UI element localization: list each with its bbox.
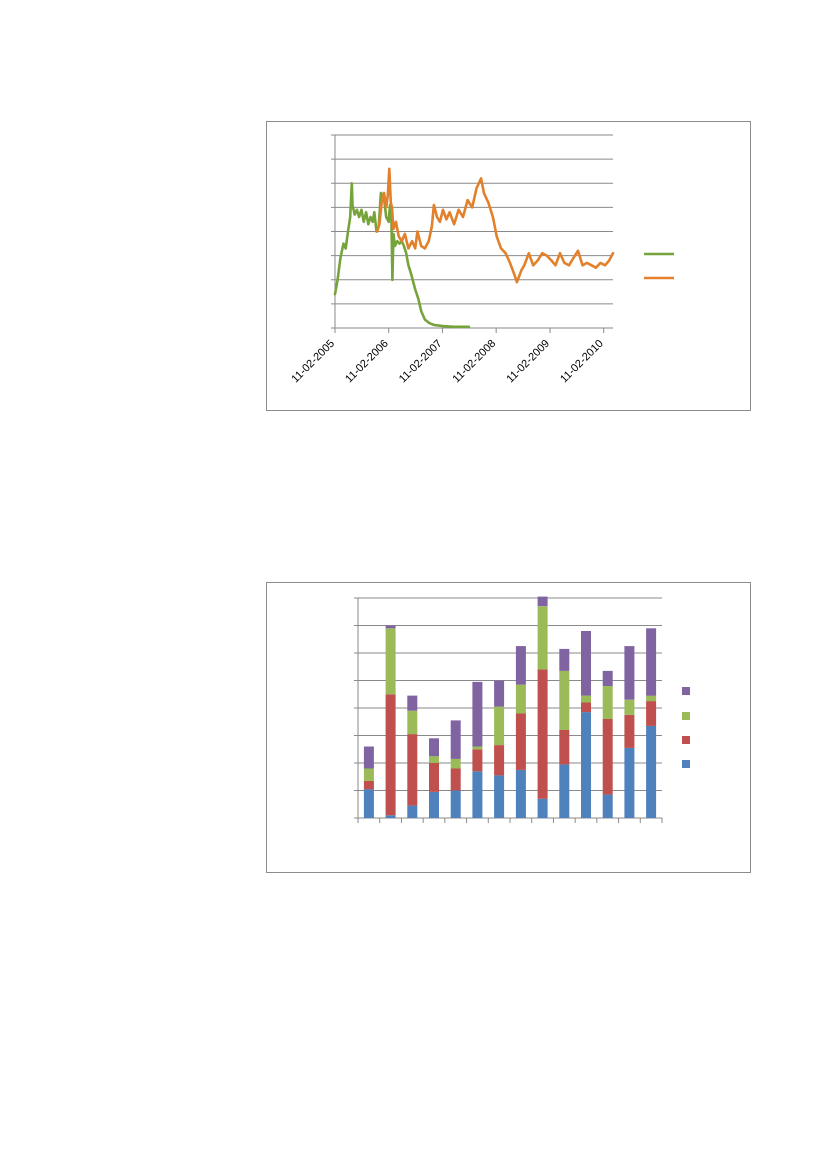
bar-segment-s4-c9 xyxy=(537,596,548,607)
bar-segment-s2-c5 xyxy=(450,768,461,791)
bar-segment-s4-c13 xyxy=(624,646,635,700)
line-chart: 11-02-2005 11-02-2006 11-02-2007 11-02-2008… xyxy=(289,134,674,386)
bar-segment-s4-c8 xyxy=(515,646,526,685)
bar-segment-s2-c4 xyxy=(429,763,439,792)
bar-segment-s1-c1 xyxy=(363,789,374,818)
x-tick-label: 11-02-2010 xyxy=(558,338,606,386)
bar-segment-s3-c9 xyxy=(537,606,548,670)
bar-segment-s2-c11 xyxy=(581,702,591,713)
bar-segment-s4-c12 xyxy=(602,670,613,686)
x-tick-label: 11-02-2006 xyxy=(343,338,391,386)
bar-segment-s1-c14 xyxy=(646,725,657,818)
bar-segment-s1-c4 xyxy=(429,791,439,818)
bar-segment-s2-c2 xyxy=(385,694,396,816)
stacked-bar-chart xyxy=(354,596,690,823)
bar-segment-s1-c13 xyxy=(624,747,635,818)
bar-segment-s1-c9 xyxy=(537,798,548,819)
x-tick-label: 11-02-2007 xyxy=(397,338,445,386)
series-line-1 xyxy=(333,181,471,329)
bar-segment-s2-c10 xyxy=(559,730,570,765)
bar-segment-s2-c7 xyxy=(494,745,505,776)
bar-segment-s4-c11 xyxy=(581,631,591,696)
bar-segment-s3-c7 xyxy=(494,706,505,746)
bar-segment-s4-c4 xyxy=(429,738,439,757)
bar-segment-s3-c2 xyxy=(385,628,396,695)
bar-segment-s2-c1 xyxy=(363,780,374,790)
bar-segment-s2-c3 xyxy=(407,734,418,806)
bar-segment-s3-c13 xyxy=(624,699,635,715)
bar-segment-s1-c12 xyxy=(602,794,613,818)
bar-segment-s3-c8 xyxy=(515,684,526,714)
bar-segment-s1-c8 xyxy=(515,769,526,818)
bar-segment-s2-c14 xyxy=(646,701,657,726)
bar-segment-s3-c5 xyxy=(450,758,461,769)
bar-segment-s1-c10 xyxy=(559,764,570,818)
bar-segment-s4-c6 xyxy=(472,681,483,747)
grid xyxy=(335,134,613,305)
bar-segment-s1-c11 xyxy=(581,712,591,818)
x-tick-label: 11-02-2005 xyxy=(289,338,337,386)
legend-swatch-4 xyxy=(682,687,690,695)
bar-segment-s4-c2 xyxy=(385,625,396,629)
legend-swatch-3 xyxy=(682,712,690,720)
bar-segment-s3-c3 xyxy=(407,710,418,735)
bar-segment-s3-c10 xyxy=(559,670,570,730)
bar-segment-s1-c7 xyxy=(494,775,505,818)
bar-segment-s4-c5 xyxy=(450,720,461,759)
bar-segment-s2-c9 xyxy=(537,669,548,799)
bar-segment-s3-c1 xyxy=(363,768,374,781)
bar-segment-s3-c6 xyxy=(472,746,483,750)
bar-segment-s3-c14 xyxy=(646,695,657,702)
x-tick-label: 11-02-2009 xyxy=(504,338,552,386)
x-tick-label: 11-02-2008 xyxy=(451,338,499,386)
bar-segment-s2-c12 xyxy=(602,719,613,795)
bar-segment-s1-c6 xyxy=(472,771,483,819)
grid xyxy=(358,597,662,791)
bar-segment-s3-c4 xyxy=(429,756,439,763)
bar-segment-s4-c3 xyxy=(407,695,418,711)
bar-segment-s3-c12 xyxy=(602,686,613,719)
bar-segment-s2-c8 xyxy=(515,713,526,770)
bar-segment-s1-c2 xyxy=(385,815,396,819)
legend-swatch-1 xyxy=(682,760,690,768)
bar-segment-s2-c13 xyxy=(624,714,635,748)
legend-swatch-2 xyxy=(682,736,690,744)
bar-segment-s4-c14 xyxy=(646,628,657,696)
bar-segment-s2-c6 xyxy=(472,749,483,772)
bar-segment-s4-c1 xyxy=(363,746,374,769)
bar-segment-s4-c10 xyxy=(559,648,570,671)
stacked-bar-chart-frame xyxy=(266,582,751,873)
bar-segment-s1-c3 xyxy=(407,805,418,818)
bar-segment-s1-c5 xyxy=(450,790,461,818)
bar-segment-s4-c7 xyxy=(494,680,505,707)
line-chart-frame: 11-02-2005 11-02-2006 11-02-2007 11-02-2008… xyxy=(266,121,751,411)
series-line-2 xyxy=(375,167,615,284)
bar-segment-s3-c11 xyxy=(581,695,591,703)
